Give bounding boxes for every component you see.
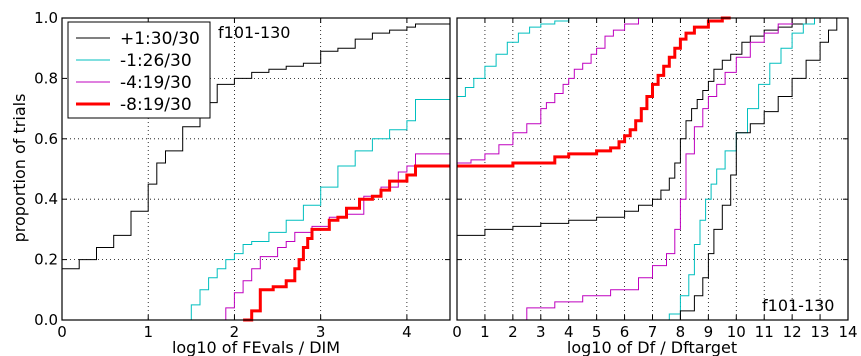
series-line (457, 18, 731, 166)
legend-label: +1:30/30 (120, 29, 200, 49)
legend: +1:30/30-1:26/30-4:19/30-8:19/30 (68, 22, 210, 118)
y-tick-label: 0.0 (34, 311, 58, 329)
series-line (186, 100, 450, 321)
x-axis-label-right: log10 of Df / Dftarget (567, 338, 737, 356)
x-tick-label: 1 (143, 323, 153, 341)
series-line (217, 154, 450, 320)
y-tick-label: 0.4 (34, 190, 58, 208)
annotation-right: f101-130 (762, 296, 834, 315)
series-line (510, 18, 792, 320)
x-tick-label: 13 (811, 323, 830, 341)
y-tick-label: 0.6 (34, 130, 58, 148)
series-line (457, 18, 667, 97)
x-tick-label: 2 (508, 323, 518, 341)
x-axis-label-left: log10 of FEvals / DIM (172, 338, 340, 356)
y-axis-label: proportion of trials (10, 94, 29, 243)
y-tick-label: 0.8 (34, 69, 58, 87)
annotation-left: f101-130 (218, 23, 290, 42)
right-panel: 0 1 2 3 4 5 6 7 8 9 10 11 12 13 14 (452, 18, 857, 341)
x-tick-label: 0 (57, 323, 67, 341)
series-line (243, 166, 450, 320)
y-tick-label: 1.0 (34, 9, 58, 27)
legend-label: -1:26/30 (120, 51, 192, 71)
x-tick-label: 1 (480, 323, 490, 341)
x-tick-label: 0 (452, 323, 462, 341)
y-tick-label: 0.2 (34, 251, 58, 269)
x-tick-label: 3 (536, 323, 546, 341)
legend-label: -4:19/30 (120, 73, 192, 93)
x-tick-label: 4 (402, 323, 412, 341)
x-tick-label: 12 (783, 323, 802, 341)
series-line (457, 18, 639, 163)
x-tick-label: 11 (755, 323, 774, 341)
x-tick-label: 14 (838, 323, 857, 341)
legend-label: -8:19/30 (120, 95, 192, 115)
